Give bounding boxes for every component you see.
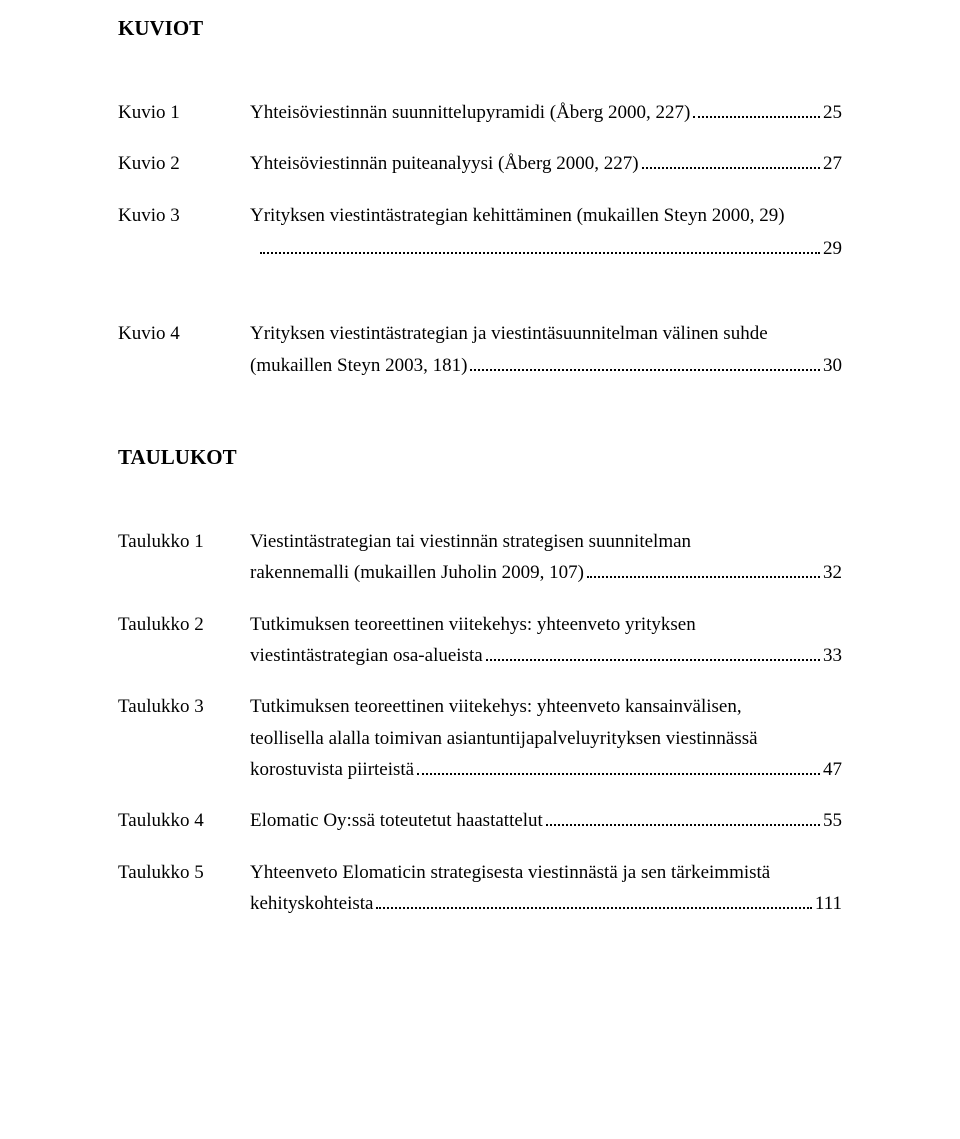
entry-text: rakennemalli (mukaillen Juholin 2009, 10… [250,557,584,588]
entry-label: Taulukko 4 [118,805,250,836]
leader-line: 29 [250,233,842,264]
leader-line: Yhteisöviestinnän suunnittelupyramidi (Å… [250,97,842,128]
toc-entry: Taulukko 2 Tutkimuksen teoreettinen viit… [118,609,842,672]
entry-text: Yrityksen viestintästrategian kehittämin… [250,200,842,231]
entry-page: 29 [823,233,842,264]
heading-taulukot: TAULUKOT [118,445,842,470]
entry-page: 27 [823,148,842,179]
entry-body: Viestintästrategian tai viestinnän strat… [250,526,842,589]
entry-page: 32 [823,557,842,588]
leader-dots [470,369,820,371]
entry-body: Tutkimuksen teoreettinen viitekehys: yht… [250,691,842,785]
entry-text: kehityskohteista [250,888,373,919]
entry-text: Yhteisöviestinnän puiteanalyysi (Åberg 2… [250,148,639,179]
entry-text: Elomatic Oy:ssä toteutetut haastattelut [250,805,543,836]
entry-label: Taulukko 5 [118,857,250,888]
entry-label: Kuvio 1 [118,97,250,128]
toc-entry: Kuvio 1 Yhteisöviestinnän suunnittelupyr… [118,97,842,128]
entry-body: Elomatic Oy:ssä toteutetut haastattelut … [250,805,842,836]
entry-body: Yhteisöviestinnän suunnittelupyramidi (Å… [250,97,842,128]
toc-entry: Taulukko 3 Tutkimuksen teoreettinen viit… [118,691,842,785]
entry-page: 25 [823,97,842,128]
toc-entry: Kuvio 4 Yrityksen viestintästrategian ja… [118,318,842,381]
leader-dots [642,167,820,169]
entry-label: Kuvio 4 [118,318,250,349]
entry-body: Tutkimuksen teoreettinen viitekehys: yht… [250,609,842,672]
entry-text: Yhteisöviestinnän suunnittelupyramidi (Å… [250,97,690,128]
leader-line: viestintästrategian osa-alueista 33 [250,640,842,671]
entry-body: Yrityksen viestintästrategian ja viestin… [250,318,842,381]
entry-text: Tutkimuksen teoreettinen viitekehys: yht… [250,609,842,640]
toc-entry: Kuvio 2 Yhteisöviestinnän puiteanalyysi … [118,148,842,179]
entry-page: 111 [815,888,842,919]
leader-line: rakennemalli (mukaillen Juholin 2009, 10… [250,557,842,588]
entry-text: viestintästrategian osa-alueista [250,640,483,671]
entry-label: Taulukko 3 [118,691,250,722]
entry-label: Taulukko 2 [118,609,250,640]
entry-label: Taulukko 1 [118,526,250,557]
leader-dots [546,824,820,826]
entry-text: teollisella alalla toimivan asiantuntija… [250,723,842,754]
toc-entry: Taulukko 5 Yhteenveto Elomaticin strateg… [118,857,842,920]
entry-page: 55 [823,805,842,836]
entry-text: Viestintästrategian tai viestinnän strat… [250,526,842,557]
entry-body: Yhteisöviestinnän puiteanalyysi (Åberg 2… [250,148,842,179]
entry-page: 30 [823,350,842,381]
entry-text: Yrityksen viestintästrategian ja viestin… [250,318,842,349]
entry-page: 47 [823,754,842,785]
leader-dots [693,116,820,118]
page: KUVIOT Kuvio 1 Yhteisöviestinnän suunnit… [0,0,960,1139]
leader-dots [417,773,820,775]
leader-line: kehityskohteista 111 [250,888,842,919]
entry-page: 33 [823,640,842,671]
leader-line: Yhteisöviestinnän puiteanalyysi (Åberg 2… [250,148,842,179]
heading-kuviot: KUVIOT [118,16,842,41]
leader-dots [260,252,820,254]
entry-label: Kuvio 2 [118,148,250,179]
toc-entry: Kuvio 3 Yrityksen viestintästrategian ke… [118,200,842,265]
entry-text: Yhteenveto Elomaticin strategisesta vies… [250,857,842,888]
leader-dots [587,576,820,578]
leader-dots [486,659,820,661]
leader-line: korostuvista piirteistä 47 [250,754,842,785]
entry-text: Tutkimuksen teoreettinen viitekehys: yht… [250,691,842,722]
entry-label: Kuvio 3 [118,200,250,231]
leader-line: (mukaillen Steyn 2003, 181) 30 [250,350,842,381]
leader-line: Elomatic Oy:ssä toteutetut haastattelut … [250,805,842,836]
entry-text: (mukaillen Steyn 2003, 181) [250,350,467,381]
leader-dots [376,907,811,909]
entry-body: Yrityksen viestintästrategian kehittämin… [250,200,842,265]
entry-body: Yhteenveto Elomaticin strategisesta vies… [250,857,842,920]
toc-entry: Taulukko 4 Elomatic Oy:ssä toteutetut ha… [118,805,842,836]
toc-entry: Taulukko 1 Viestintästrategian tai viest… [118,526,842,589]
entry-text: korostuvista piirteistä [250,754,414,785]
